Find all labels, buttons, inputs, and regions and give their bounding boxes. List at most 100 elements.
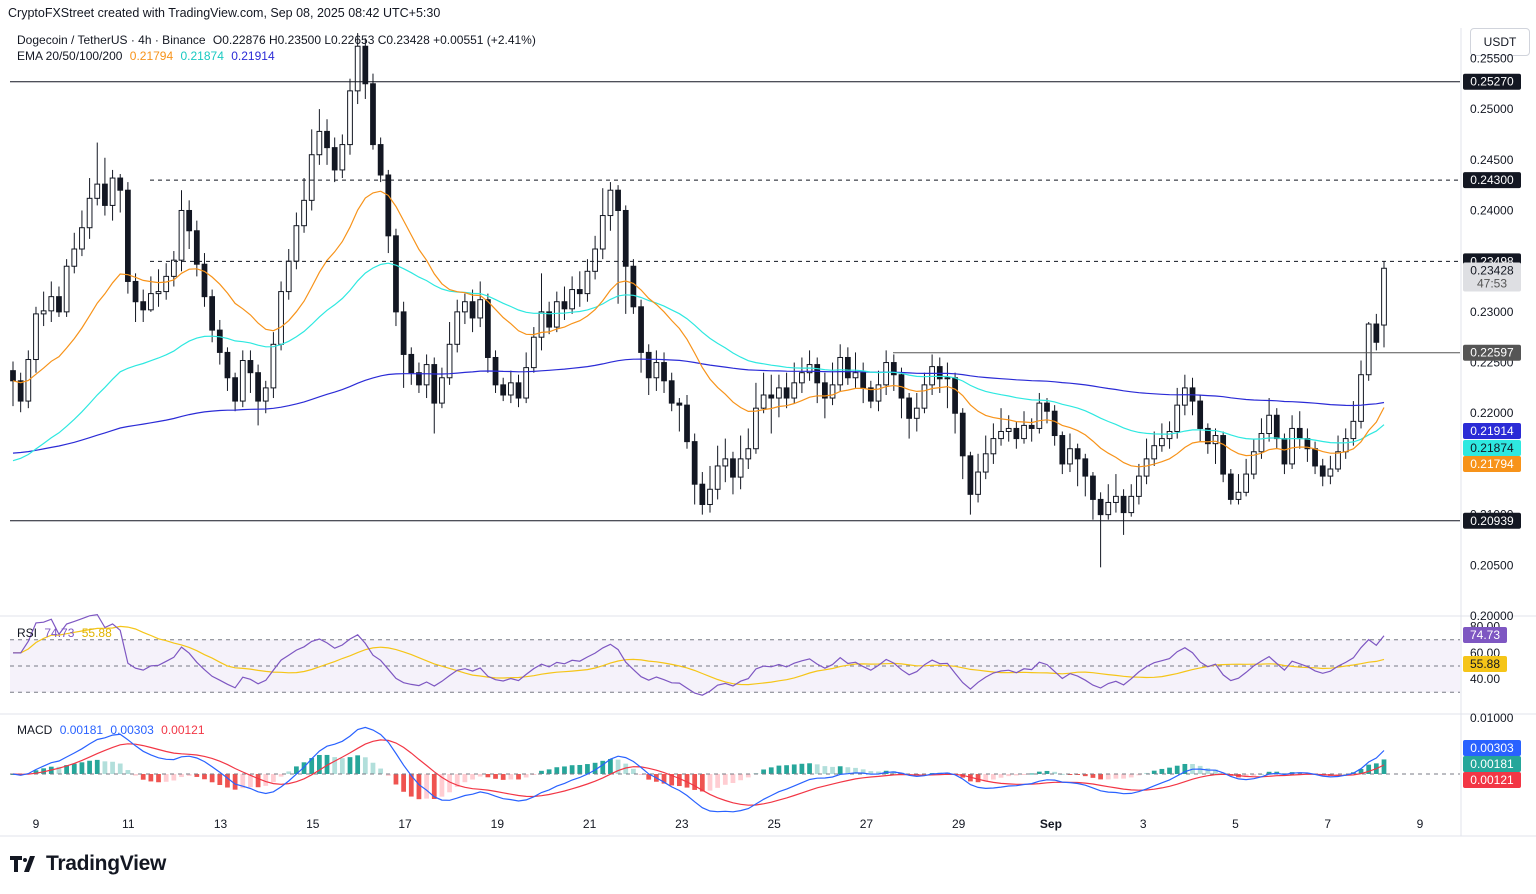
level-label: 0.24300 <box>1470 173 1514 187</box>
macd-histogram-bar <box>646 774 652 780</box>
candle-up <box>316 130 323 156</box>
time-axis-tick: 27 <box>860 817 874 831</box>
rsi-value-bg <box>1463 627 1507 643</box>
rsi-axis-tick: 40.00 <box>1470 672 1500 686</box>
macd-histogram-bar <box>730 774 736 784</box>
ema-label[interactable]: EMA 20/50/100/200 <box>17 49 123 63</box>
macd-histogram-bar <box>408 774 414 797</box>
level-label: 0.25270 <box>1470 75 1514 89</box>
candle-up <box>921 384 928 409</box>
candle-up <box>1105 501 1112 516</box>
macd-histogram-bar <box>983 774 989 782</box>
candle-down <box>1197 400 1204 429</box>
price-axis-tick: 0.23000 <box>1470 305 1514 319</box>
macd-histogram-bar <box>41 768 47 774</box>
macd-histogram-bar <box>1182 763 1188 774</box>
macd-histogram-bar <box>738 774 744 781</box>
macd-histogram-bar <box>393 774 399 785</box>
candle-down <box>362 45 369 85</box>
macd-histogram-bar <box>608 758 613 774</box>
candle-down <box>936 366 943 380</box>
macd-label[interactable]: MACD <box>17 723 53 737</box>
macd-histogram-bar <box>301 762 307 774</box>
macd-histogram-bar <box>615 759 621 774</box>
ema-axis-label: 0.21794 <box>1470 457 1514 471</box>
macd-histogram-bar <box>761 769 766 774</box>
candle-up <box>270 343 277 389</box>
candle-down <box>1028 424 1035 429</box>
macd-histogram-bar <box>1044 770 1050 774</box>
candle-up <box>354 45 361 92</box>
candle-up <box>722 458 729 467</box>
time-axis-tick: 9 <box>33 817 40 831</box>
candle-down <box>56 296 62 313</box>
macd-histogram-bar <box>278 774 284 777</box>
candle-up <box>944 377 951 380</box>
candle-down <box>1273 414 1280 440</box>
macd-histogram-bar <box>991 774 996 780</box>
rsi-label[interactable]: RSI <box>17 626 38 640</box>
price-axis-tick: 0.22000 <box>1470 406 1514 420</box>
macd-histogram-bar <box>286 771 292 774</box>
macd-histogram-bar <box>56 766 62 774</box>
macd-histogram-bar <box>1021 774 1027 775</box>
macd-value-bg <box>1463 756 1521 772</box>
macd-histogram-bar <box>362 757 368 774</box>
candle-up <box>1358 374 1364 422</box>
macd-histogram-bar <box>1151 770 1157 774</box>
macd-histogram-bar <box>592 762 598 774</box>
candle-up <box>1342 438 1349 453</box>
macd-histogram-bar <box>1059 773 1065 775</box>
macd-histogram-bar <box>71 763 77 774</box>
level-label-bg <box>1463 172 1521 189</box>
candle-up <box>592 248 598 272</box>
macd-axis-tick: 0.01000 <box>1470 711 1514 725</box>
candle-up <box>1036 402 1043 429</box>
candle-up <box>1243 473 1250 493</box>
candle-up <box>1005 427 1012 432</box>
macd-histogram-bar <box>684 774 690 788</box>
macd-histogram-bar <box>722 774 728 785</box>
macd-histogram-bar <box>508 774 514 780</box>
candle-down <box>216 329 223 353</box>
macd-histogram-bar <box>569 765 575 774</box>
candle-up <box>163 275 170 293</box>
ema-axis-label-bg <box>1463 440 1521 456</box>
candle-up <box>599 215 606 250</box>
time-axis-tick: 23 <box>675 817 689 831</box>
candle-up <box>913 407 920 419</box>
candle-up <box>278 291 284 345</box>
macd-histogram-bar <box>577 764 583 774</box>
time-axis-tick: 19 <box>491 817 505 831</box>
macd-histogram-bar <box>240 774 246 789</box>
macd-hist-legend-value: 0.00181 <box>59 723 104 737</box>
candle-up <box>1335 451 1341 470</box>
macd-histogram-bar <box>791 764 797 774</box>
candle-down <box>193 230 200 265</box>
candle-down <box>125 189 131 282</box>
candle-up <box>446 343 453 379</box>
candle-up <box>94 183 101 199</box>
currency-button[interactable]: USDT <box>1470 28 1530 56</box>
candle-up <box>569 289 575 310</box>
candle-down <box>377 144 384 176</box>
candle-up <box>1250 451 1257 475</box>
candle-down <box>561 301 568 310</box>
candle-up <box>1159 438 1165 447</box>
candle-down <box>1097 498 1104 516</box>
rsi-legend-value: 74.73 <box>44 626 75 640</box>
macd-histogram-bar <box>324 754 330 774</box>
macd-axis-value: 0.00303 <box>1470 741 1514 755</box>
macd-histogram-bar <box>1052 771 1058 774</box>
macd-histogram-bar <box>347 757 353 774</box>
macd-histogram-bar <box>64 765 69 774</box>
candle-up <box>799 372 805 384</box>
tradingview-logo[interactable]: TradingView <box>10 852 166 876</box>
macd-histogram-bar <box>830 766 835 774</box>
macd-histogram-bar <box>485 774 491 778</box>
candle-up <box>998 430 1004 440</box>
symbol-title[interactable]: Dogecoin / TetherUS · 4h · Binance <box>17 33 206 47</box>
last-price-label: 0.23428 <box>1470 263 1514 277</box>
macd-histogram-bar <box>1343 773 1349 775</box>
